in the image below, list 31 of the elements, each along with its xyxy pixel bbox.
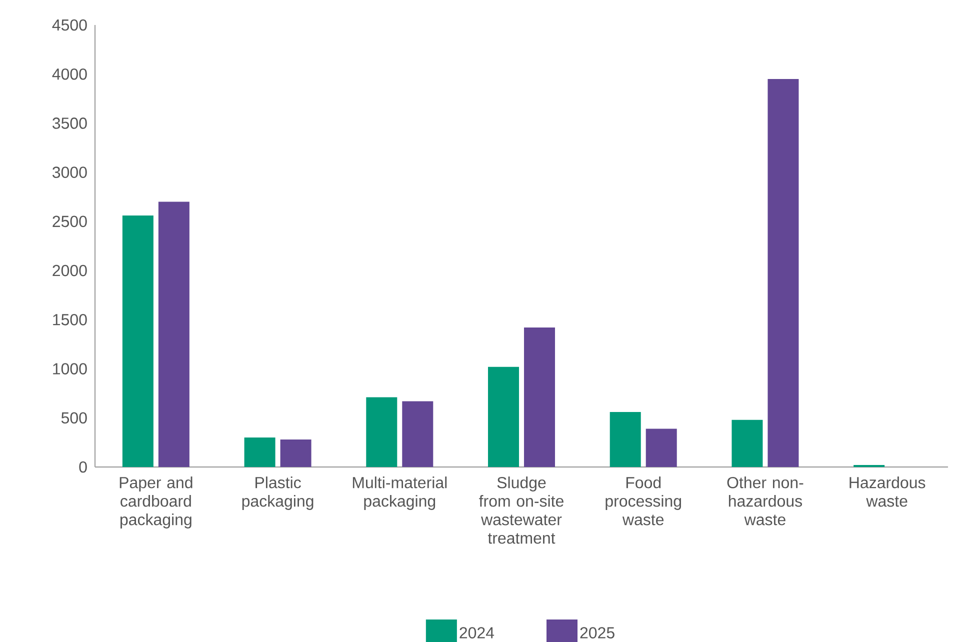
x-tick-label: Paper and cardboard packaging [120, 476, 192, 528]
y-tick-label: 3500 [52, 118, 87, 129]
bar [402, 401, 434, 467]
bar [244, 438, 276, 467]
y-tick-label: 3000 [52, 166, 87, 178]
y-tick-label: 1000 [53, 363, 87, 374]
x-tick-label: Plastic packaging [242, 476, 314, 510]
y-tick-label: 1500 [53, 314, 87, 326]
y-tick-label: 500 [61, 412, 87, 424]
x-tick-label: Sludge from on-site wastewater treatment [479, 476, 564, 544]
bar [732, 420, 763, 467]
y-tick-label: 4000 [52, 68, 87, 80]
legend-label: 2024 [460, 627, 494, 638]
y-tick-label: 4500 [52, 19, 87, 31]
bar [158, 202, 190, 467]
x-tick-label: Food processing waste [606, 476, 682, 526]
x-tick-label: Hazardous waste [850, 476, 926, 507]
bar [122, 216, 154, 467]
x-tick-label: Multi-material packaging [352, 476, 447, 510]
bar [488, 366, 520, 467]
y-tick-label: 2500 [52, 216, 87, 228]
y-tick-label: 2000 [52, 264, 87, 276]
bar [646, 428, 677, 467]
bar [366, 397, 398, 467]
bar [280, 439, 312, 467]
x-tick-label: Other non-hazardous waste [727, 476, 804, 526]
y-tick-label: 0 [79, 461, 87, 473]
legend-label: 2025 [580, 627, 614, 638]
bar [610, 412, 641, 467]
bar [768, 79, 799, 467]
bar [524, 328, 556, 467]
